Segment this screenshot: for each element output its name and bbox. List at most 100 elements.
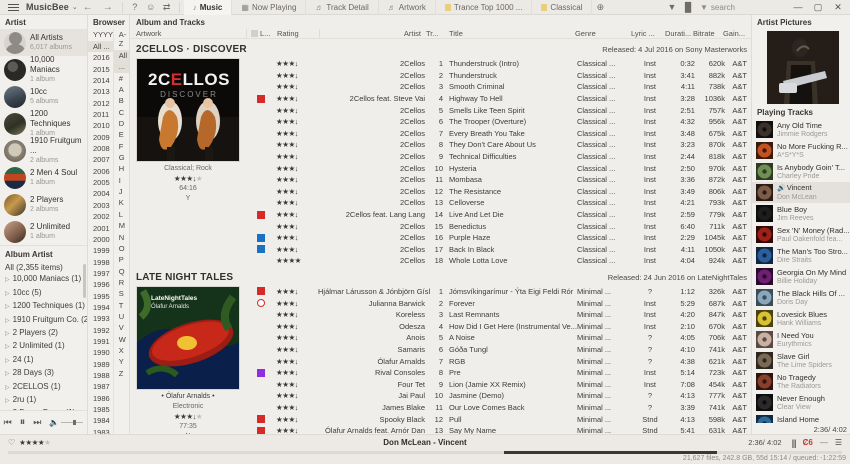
track-row[interactable]: ★★★↓ 2Cellos 17 Back In Black Classical ... I… — [250, 244, 751, 256]
artist-item[interactable]: 1200 Techniques 1 album — [0, 109, 87, 137]
track-rating[interactable]: ★★★↓ — [276, 59, 298, 69]
browser-alpha-item[interactable]: Z — [118, 368, 124, 378]
track-row[interactable]: ★★★↓ 2Cellos 1 Thunderstruck (Intro) Classic… — [250, 58, 751, 70]
maximize-button[interactable]: ▢ — [813, 1, 823, 12]
dsp-badge[interactable]: Ȼ6 — [802, 438, 813, 447]
track-flag[interactable] — [250, 233, 272, 242]
playing-track-item[interactable]: The Black Hills Of ... Doris Day — [752, 287, 850, 308]
track-rating[interactable]: ★★★↓ — [276, 426, 298, 434]
volume-track[interactable] — [61, 420, 84, 425]
track-row[interactable]: ★★★↓ 2Cellos feat. Lang Lang 14 Live And Le… — [250, 209, 751, 221]
track-rating[interactable]: ★★★↓ — [276, 117, 298, 127]
track-rating[interactable]: ★★★↓ — [276, 379, 298, 389]
filter-icon[interactable]: ▼ — [667, 2, 677, 12]
expand-chevron-icon[interactable]: ▷ — [5, 317, 10, 324]
browser-year-item[interactable]: 2008 — [93, 144, 110, 154]
previous-button[interactable]: ⏮ — [3, 417, 12, 427]
artist-item[interactable]: 2 Men 4 Soul 1 album — [0, 164, 87, 191]
album-artist-item[interactable]: ▷ 2 Players (2) — [0, 327, 87, 340]
browser-year-item[interactable]: 1995 — [93, 291, 110, 301]
column-bitrate[interactable]: Bitrate — [692, 29, 715, 38]
track-rating[interactable]: ★★★↓ — [276, 244, 298, 254]
column-genre[interactable]: Genre — [574, 29, 596, 38]
forward-arrow-icon[interactable]: → — [102, 1, 113, 13]
tab-track-detail[interactable]: ♬ Track Detail — [306, 0, 379, 15]
browser-alpha-item[interactable]: U — [118, 311, 125, 321]
track-flag[interactable] — [250, 287, 272, 296]
tab-artwork[interactable]: ♬ Artwork — [379, 0, 436, 15]
color-flag-icon[interactable] — [257, 233, 265, 242]
browser-alpha-item[interactable]: V — [118, 323, 124, 333]
back-arrow-icon[interactable]: ← — [82, 1, 93, 13]
browser-year-item[interactable]: 1994 — [93, 302, 110, 312]
album-title[interactable]: LATE NIGHT TALES — [136, 271, 234, 283]
track-rating[interactable]: ★★★↓ — [276, 333, 298, 343]
add-tab-icon[interactable]: ⊕ — [596, 1, 605, 12]
track-flag[interactable] — [250, 245, 272, 254]
browser-year-item[interactable]: 2009 — [93, 132, 110, 142]
pause-icon[interactable]: ▐▌ — [681, 2, 695, 12]
track-row[interactable]: ★★★↓ Samaris 6 Góða Tungl Minimal ...? 4:10 74… — [250, 344, 751, 356]
browser-year-item[interactable]: 1993 — [93, 314, 110, 324]
minimize-button[interactable]: — — [793, 1, 803, 12]
track-row[interactable]: ★★★↓ 2Cellos 13 Celloverse Classical ... Inst… — [250, 197, 751, 209]
chevron-down-icon[interactable]: ⌄ — [71, 4, 78, 11]
track-row[interactable]: ★★★↓ 2Cellos 11 Mombasa Classical ... Inst 3:3… — [250, 174, 751, 186]
browser-year-item[interactable]: 1998 — [93, 257, 110, 267]
track-rating[interactable]: ★★★↓ — [276, 82, 298, 92]
track-row[interactable]: ★★★↓ Odesza 4 How Did I Get Here (Instrumen… — [250, 320, 751, 332]
column-track[interactable]: Tr... — [426, 29, 439, 38]
track-flag[interactable] — [250, 426, 272, 434]
browser-alpha-item[interactable]: A — [118, 85, 124, 95]
track-rating[interactable]: ★★★↓ — [276, 356, 298, 366]
browser-year-item[interactable]: 2001 — [93, 223, 110, 233]
album-title[interactable]: 2CELLOS · DISCOVER — [136, 44, 247, 55]
album-artist-item[interactable]: ▷ 28 Days (3) — [0, 367, 87, 380]
browser-alpha-item[interactable]: D — [118, 119, 125, 129]
color-flag-icon[interactable] — [257, 94, 265, 103]
track-rating[interactable]: ★★★★ — [276, 256, 301, 266]
track-row[interactable]: ★★★↓ 2Cellos 10 Hysteria Classical ... Inst 2:… — [250, 162, 751, 174]
playing-track-item[interactable]: Sex 'N' Money (Rad... Paul Oakenfold fea.… — [752, 224, 850, 245]
playing-track-item[interactable]: Lovesick Blues Hank Williams — [752, 308, 850, 329]
browser-alpha-item[interactable]: K — [118, 198, 124, 208]
color-flag-icon[interactable] — [257, 368, 265, 377]
browser-alpha-item[interactable]: B — [118, 96, 124, 106]
browser-alpha-item[interactable]: O — [118, 243, 125, 253]
browser-year-item[interactable]: 2002 — [93, 212, 110, 222]
track-row[interactable]: ★★★↓ 2Cellos feat. Steve Vai 4 Highway To H… — [250, 93, 751, 105]
track-row[interactable]: ★★★↓ Four Tet 9 Lion (Jamie XX Remix) Minima… — [250, 378, 751, 390]
equalizer-icon[interactable]: ||| — [791, 437, 797, 448]
album-artist-all[interactable]: All (2,355 items) — [0, 262, 87, 273]
album-rating[interactable]: ★★★↓★ — [173, 411, 203, 421]
minimize-player-icon[interactable]: — — [819, 438, 828, 447]
track-row[interactable]: ★★★↓ 2Cellos 3 Smooth Criminal Classical ...… — [250, 81, 751, 93]
track-row[interactable]: ★★★↓ 2Cellos 8 They Don't Care About Us Clas… — [250, 139, 751, 151]
track-rating[interactable]: ★★★↓ — [276, 210, 298, 220]
column-artist[interactable]: Artist — [403, 29, 421, 38]
browser-alpha-item[interactable]: P — [118, 255, 124, 265]
column-artwork[interactable]: Artwork — [136, 29, 162, 38]
browser-year-item[interactable]: 2016 — [93, 53, 110, 63]
next-button[interactable]: ⏭ — [33, 417, 42, 427]
playing-track-item[interactable]: Slave Girl The Lime Spiders — [752, 350, 850, 371]
browser-year-item[interactable]: 2005 — [93, 178, 110, 188]
browser-alpha-item[interactable]: T — [118, 300, 124, 310]
playing-track-item[interactable]: 🔊Vincent Don McLean — [751, 182, 850, 204]
browser-alpha-item[interactable]: N — [118, 232, 125, 242]
browser-year-item[interactable]: 1983 — [93, 427, 110, 434]
track-row[interactable]: ★★★↓ Jai Paul 10 Jasmine (Demo) Minimal ...?… — [250, 390, 751, 402]
track-rating[interactable]: ★★★↓ — [276, 94, 298, 104]
expand-chevron-icon[interactable]: ▷ — [5, 398, 10, 405]
album-cover[interactable]: 2CELLOS DISCOVER — [136, 58, 240, 162]
track-rating[interactable]: ★★★↓ — [276, 198, 298, 208]
track-rating[interactable]: ★★★↓ — [276, 163, 298, 173]
browser-alpha-item[interactable]: S — [118, 289, 124, 299]
track-rating[interactable]: ★★★↓ — [276, 298, 298, 308]
column-lyric[interactable]: Lyric ... — [630, 29, 655, 38]
browser-year-item[interactable]: 1988 — [93, 370, 110, 380]
browser-year-item[interactable]: 2012 — [93, 98, 110, 108]
track-row[interactable]: ★★★↓ Julianna Barwick 2 Forever Minimal ... I… — [250, 297, 751, 309]
track-row[interactable]: ★★★↓ Ólafur Arnalds 7 RGB Minimal ...? 4:38 62… — [250, 355, 751, 367]
browser-year-item[interactable]: 1987 — [93, 382, 110, 392]
